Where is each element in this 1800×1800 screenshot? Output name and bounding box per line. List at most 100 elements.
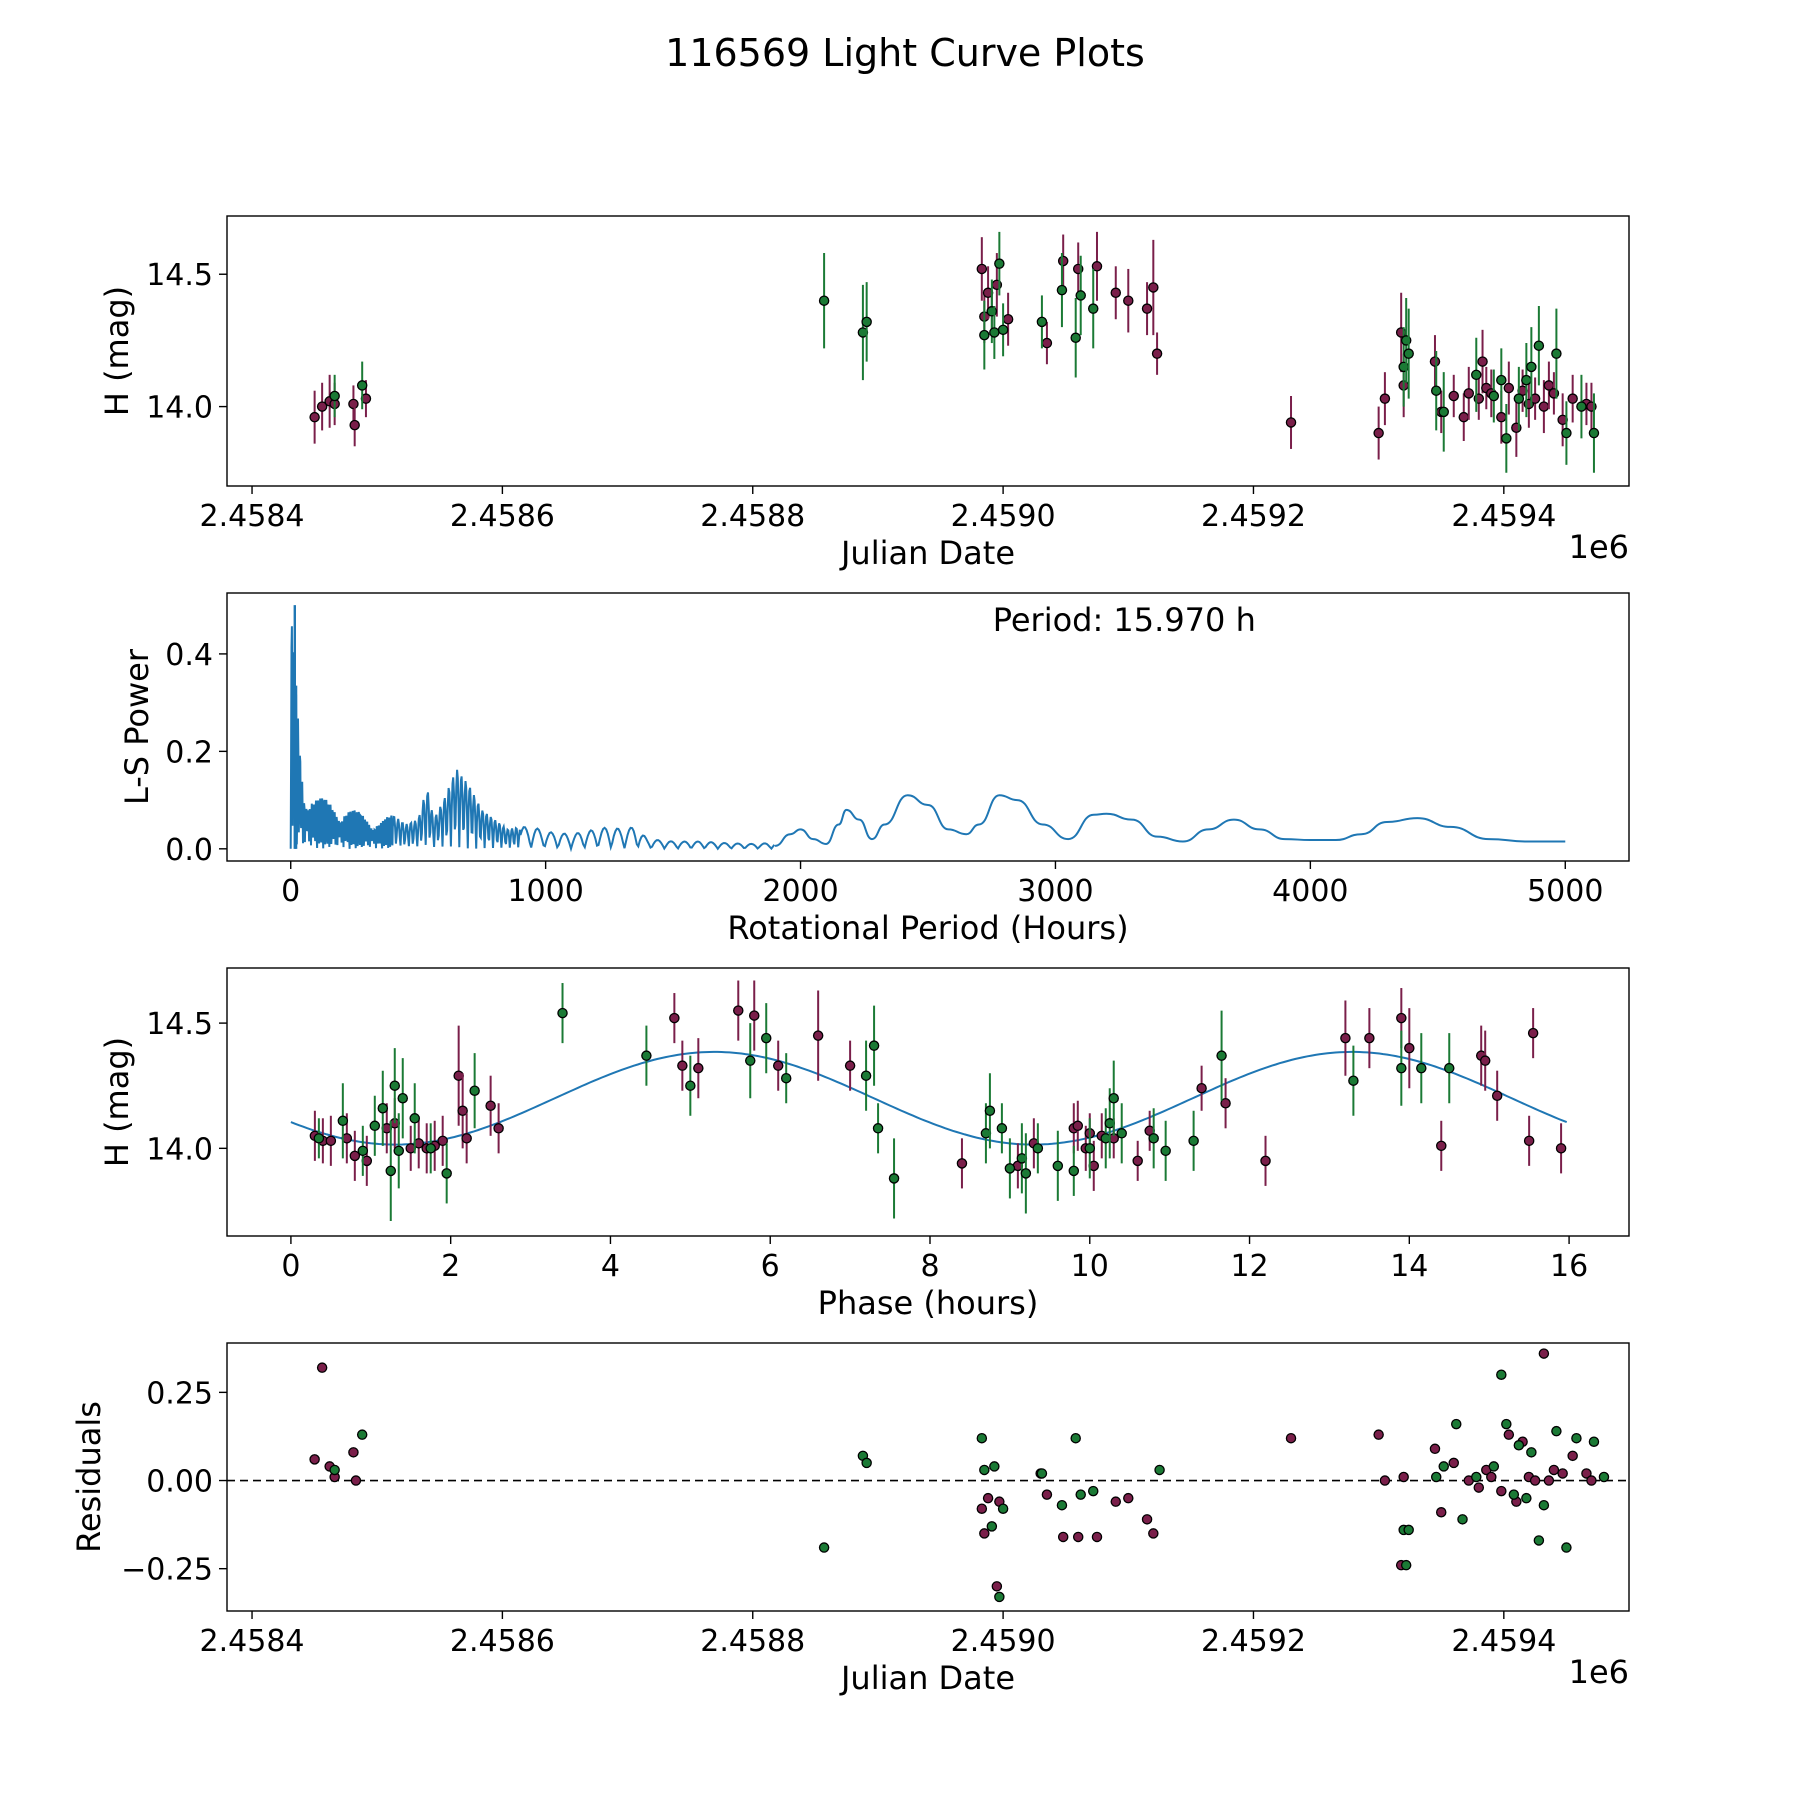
x-tick-label: 10	[1071, 1249, 1109, 1284]
data-point	[1154, 1464, 1165, 1476]
data-point	[1216, 1050, 1227, 1061]
data-point	[1551, 1425, 1562, 1437]
data-point	[868, 1040, 880, 1051]
data-point	[1513, 393, 1525, 404]
data-point	[997, 324, 1009, 336]
data-point	[1543, 1475, 1555, 1486]
data-point	[1396, 1062, 1407, 1074]
lightcurve-panel: 2.4584 2.4586 2.4588 2.4590 2.4592 2.4594 14.0…	[98, 215, 1630, 572]
data-point	[1373, 427, 1384, 439]
x-tick-label: 2	[441, 1249, 460, 1284]
data-point	[1471, 1471, 1482, 1483]
data-point	[349, 1150, 361, 1162]
data-point	[989, 1461, 1000, 1472]
data-point	[1084, 1143, 1096, 1154]
data-point	[1075, 290, 1086, 301]
data-point	[385, 1165, 397, 1177]
x-tick-label: 0	[281, 874, 300, 909]
data-point	[979, 1528, 990, 1539]
y-tick-label: 14.0	[146, 1132, 213, 1167]
figure-title: 116569 Light Curve Plots	[665, 31, 1145, 75]
data-point	[1588, 1436, 1600, 1447]
x-tick-label: 0	[281, 1249, 300, 1284]
data-point	[1260, 1155, 1271, 1167]
data-point	[1458, 411, 1470, 423]
data-point	[669, 1012, 680, 1024]
data-point	[812, 1030, 824, 1041]
data-point	[861, 1457, 872, 1469]
period-annotation: Period: 15.970 h	[993, 601, 1256, 639]
data-point	[1364, 1032, 1375, 1044]
periodogram-forest	[289, 626, 776, 853]
data-point	[1508, 1489, 1520, 1500]
data-point	[1463, 388, 1475, 399]
axes-frame	[226, 1342, 1630, 1612]
y-axis-label: Residuals	[70, 1401, 108, 1553]
data-point	[1403, 348, 1414, 359]
data-point	[1400, 1559, 1412, 1571]
data-point	[1438, 1461, 1449, 1472]
x-tick-label: 3000	[1017, 874, 1093, 909]
data-point	[1581, 1468, 1592, 1479]
data-point	[1551, 348, 1562, 359]
series-red-band	[309, 980, 1567, 1191]
x-tick-label: 2.4586	[450, 499, 555, 534]
y-tick-label: 0.2	[165, 735, 213, 770]
data-point	[991, 1581, 1003, 1592]
data-point	[982, 1492, 994, 1504]
series-green-band	[329, 231, 1600, 473]
data-point	[1521, 1492, 1532, 1504]
data-point	[1576, 401, 1587, 412]
data-point	[1557, 1468, 1568, 1479]
data-point	[1052, 1160, 1064, 1172]
data-point	[1496, 374, 1507, 386]
y-tick-label: 0.25	[146, 1376, 213, 1411]
data-point	[441, 1168, 452, 1179]
data-point	[1148, 1528, 1159, 1539]
data-point	[976, 1503, 988, 1514]
x-tick-label: 2.4590	[951, 499, 1056, 534]
axes-frame	[226, 592, 1630, 862]
data-point	[316, 1362, 328, 1373]
data-point	[1020, 1168, 1032, 1179]
data-point	[1056, 1499, 1068, 1511]
data-point	[844, 1060, 856, 1071]
series-green-band	[329, 1369, 1610, 1603]
data-point	[1068, 1165, 1080, 1177]
data-point	[772, 1060, 784, 1071]
data-point	[557, 1007, 568, 1019]
data-point	[1538, 1348, 1550, 1359]
data-point	[1538, 401, 1550, 412]
data-point	[1123, 295, 1134, 306]
data-point	[1151, 348, 1163, 359]
y-tick-label: 0.0	[165, 833, 213, 868]
data-point	[1501, 433, 1512, 444]
data-point	[1072, 1531, 1084, 1543]
phased-panel: 0 2 4 6 8 10 12 14 16 14.0 14.5 Phase (hours) H (mag…	[98, 967, 1630, 1322]
data-point	[357, 1145, 369, 1157]
data-point	[693, 1062, 704, 1074]
data-point	[1598, 1471, 1610, 1483]
data-point	[1513, 1440, 1525, 1451]
data-point	[1148, 282, 1159, 293]
x-tick-label: 1000	[507, 874, 583, 909]
data-point	[1533, 1535, 1545, 1546]
x-tick-label: 2.4584	[200, 1624, 305, 1659]
data-point	[861, 316, 872, 328]
data-point	[1196, 1082, 1207, 1094]
data-point	[461, 1133, 472, 1144]
data-point	[469, 1085, 480, 1096]
data-point	[1448, 390, 1460, 402]
data-point	[989, 327, 1000, 338]
data-point	[994, 258, 1005, 269]
y-tick-label: 0.4	[165, 638, 213, 673]
series-green-band	[313, 983, 1455, 1221]
data-point	[1108, 1092, 1119, 1104]
data-point	[329, 390, 340, 402]
data-point	[677, 1060, 688, 1071]
data-point	[1561, 1542, 1572, 1553]
data-point	[1123, 1492, 1134, 1504]
data-point	[1488, 390, 1500, 402]
data-point	[485, 1100, 496, 1112]
